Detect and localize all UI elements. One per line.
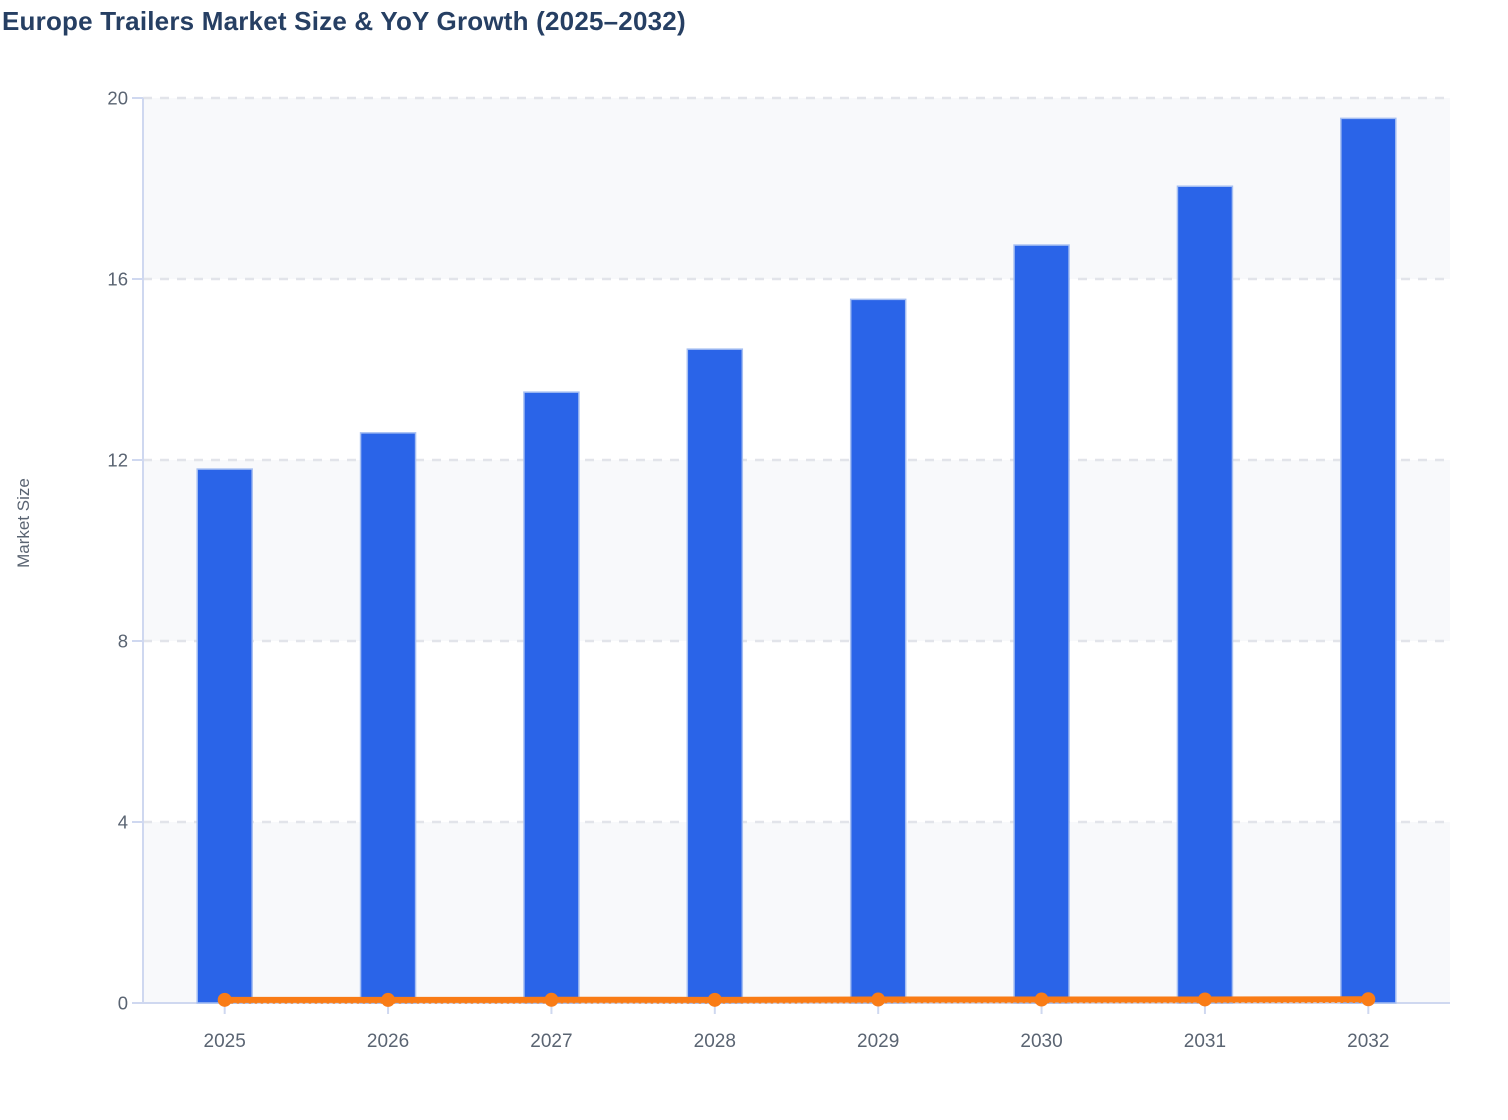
plot-band xyxy=(143,279,1450,460)
y-tick-label-16: 16 xyxy=(107,269,128,290)
x-tick-label-2031: 2031 xyxy=(1184,1031,1226,1052)
yoy-point-2026[interactable] xyxy=(381,992,396,1007)
bar-2031[interactable] xyxy=(1176,185,1234,1004)
yoy-point-2031[interactable] xyxy=(1197,992,1212,1007)
y-tick-label-20: 20 xyxy=(107,88,128,109)
yoy-point-2029[interactable] xyxy=(871,992,886,1007)
yoy-point-2030[interactable] xyxy=(1034,992,1049,1007)
x-tick-label-2029: 2029 xyxy=(857,1031,899,1052)
chart-title: Europe Trailers Market Size & YoY Growth… xyxy=(2,6,686,36)
bar-2032[interactable] xyxy=(1340,117,1397,1004)
y-tick-label-8: 8 xyxy=(118,631,128,652)
bar-2028[interactable] xyxy=(686,348,744,1004)
x-tick-label-2027: 2027 xyxy=(530,1031,572,1052)
yoy-point-2032[interactable] xyxy=(1361,992,1376,1007)
plot-band xyxy=(143,641,1450,822)
yoy-point-2025[interactable] xyxy=(217,992,232,1007)
x-tick-label-2030: 2030 xyxy=(1020,1031,1062,1052)
yoy-point-2028[interactable] xyxy=(707,992,722,1007)
bar-2025[interactable] xyxy=(196,468,253,1004)
x-tick-label-2025: 2025 xyxy=(204,1031,246,1052)
yoy-point-2027[interactable] xyxy=(544,992,559,1007)
y-tick-label-4: 4 xyxy=(118,812,128,833)
y-tick-label-12: 12 xyxy=(107,450,128,471)
bar-2030[interactable] xyxy=(1013,244,1070,1004)
x-tick-label-2028: 2028 xyxy=(694,1031,736,1052)
plot-band xyxy=(143,98,1450,279)
yoy-growth-line xyxy=(221,996,1372,1003)
y-tick-label-0: 0 xyxy=(118,993,128,1014)
bar-2026[interactable] xyxy=(359,432,417,1004)
bar-2029[interactable] xyxy=(849,298,907,1004)
x-tick-label-2026: 2026 xyxy=(367,1031,409,1052)
plot-band xyxy=(143,460,1450,641)
plot-band xyxy=(143,822,1450,1003)
x-tick-label-2032: 2032 xyxy=(1347,1031,1389,1052)
bar-2027[interactable] xyxy=(523,391,580,1004)
